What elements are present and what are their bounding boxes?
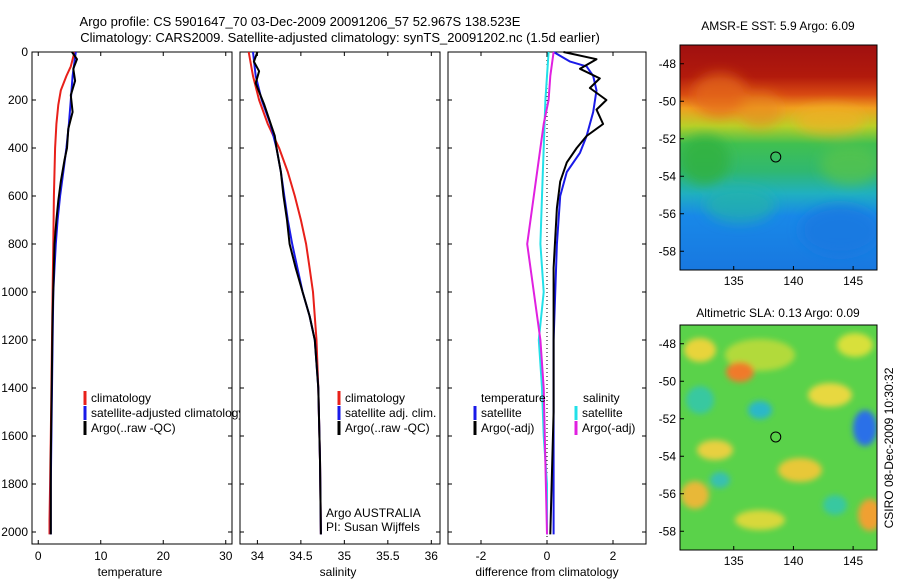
temperature-ticks: 0 10 20 30 0 200 400 600 800 1000 1200 1400 1600 1800… [1, 45, 232, 563]
sal-xtick-label: 34 [251, 549, 265, 563]
salinity-xlabel: salinity [320, 565, 357, 579]
sst-ytick-label: -50 [659, 94, 677, 108]
depth-ytick-label: 1600 [1, 429, 28, 443]
difference-legend: temperature salinity satellite Argo(-adj… [473, 391, 635, 435]
depth-ytick-label: 600 [8, 189, 28, 203]
depth-ytick-label: 1000 [1, 285, 28, 299]
sla-ytick-label: -52 [659, 412, 677, 426]
difference-series [526, 51, 608, 535]
depth-ytick-label: 400 [8, 141, 28, 155]
sla-map-ticks: 135 140 145 -48 -50 -52 -54 -56 -58 [659, 337, 864, 568]
sla-argo-location-marker [770, 431, 782, 443]
sla-field-texture [681, 333, 877, 531]
sla-ytick-label: -50 [659, 374, 677, 388]
depth-ytick-label: 1800 [1, 477, 28, 491]
sal-xtick-label: 36 [425, 549, 439, 563]
diff-legend-label-temp-argo: Argo(-adj) [481, 421, 534, 435]
temperature-legend: climatology satellite-adjusted climatolo… [83, 391, 244, 435]
sst-ytick-label: -48 [659, 57, 677, 71]
sal-xtick-label: 34.5 [289, 549, 313, 563]
sal-legend-label-climatology: climatology [345, 391, 405, 405]
sst-argo-location-marker [770, 151, 782, 163]
diff-legend-label-temp-satellite: satellite [481, 406, 522, 420]
sal-xtick-label: 35.5 [376, 549, 400, 563]
sst-field-texture [680, 73, 877, 255]
sla-xtick-label: 140 [783, 554, 803, 568]
salinity-ticks: 34 34.5 35 35.5 36 [240, 51, 440, 563]
temperature-panel: 0 10 20 30 0 200 400 600 800 1000 1200 1400 1600 1800… [1, 45, 244, 579]
sal-legend-label-satellite: satellite adj. clim. [345, 406, 436, 420]
depth-ytick-label: 0 [21, 45, 28, 59]
sal-series-argo-raw-qc [252, 51, 322, 535]
sst-ytick-label: -56 [659, 207, 677, 221]
difference-ticks: -2 0 2 [448, 51, 646, 563]
sla-ytick-label: -48 [659, 337, 677, 351]
sla-ytick-label: -58 [659, 524, 677, 538]
diff-series-temperature-satellite [552, 51, 598, 535]
diff-legend-label-sal-satellite: satellite [582, 406, 623, 420]
sst-map-title: AMSR-E SST: 5.9 Argo: 6.09 [701, 19, 855, 33]
sst-ytick-label: -58 [659, 244, 677, 258]
sst-ytick-label: -54 [659, 169, 677, 183]
sst-ytick-label: -52 [659, 132, 677, 146]
depth-ytick-label: 2000 [1, 525, 28, 539]
sla-xtick-label: 145 [843, 554, 863, 568]
diff-xtick-label: -2 [476, 549, 487, 563]
diff-series-temperature-argo-adj [549, 51, 608, 535]
sla-ytick-label: -54 [659, 449, 677, 463]
salinity-panel: 34 34.5 35 35.5 36 climatology satellite adj… [239, 51, 441, 579]
salinity-legend: climatology satellite adj. clim. Argo(..… [337, 391, 436, 435]
salinity-annotation-institution: Argo AUSTRALIA [326, 506, 421, 520]
sst-map-ticks: 135 140 145 -48 -50 -52 -54 -56 -58 [659, 57, 864, 288]
temp-xtick-label: 20 [157, 549, 171, 563]
sla-ytick-label: -56 [659, 487, 677, 501]
figure-title-line1: Argo profile: CS 5901647_70 03-Dec-2009 … [80, 14, 521, 29]
depth-ytick-label: 800 [8, 237, 28, 251]
sal-legend-label-argo: Argo(..raw -QC) [345, 421, 430, 435]
sst-xtick-label: 145 [843, 274, 863, 288]
temp-xtick-label: 10 [94, 549, 108, 563]
depth-ytick-label: 1200 [1, 333, 28, 347]
sla-xtick-label: 135 [724, 554, 744, 568]
temperature-xlabel: temperature [98, 565, 163, 579]
sst-map-panel: AMSR-E SST: 5.9 Argo: 6.09 135 140 145 -48 -… [659, 19, 878, 288]
sla-map-frame [679, 324, 878, 551]
depth-ytick-label: 1400 [1, 381, 28, 395]
diff-series-salinity-argo-adj [526, 51, 555, 535]
sal-xtick-label: 35 [338, 549, 352, 563]
temp-legend-label-satellite: satellite-adjusted climatology [91, 406, 244, 420]
diff-legend-group-salinity: salinity [583, 391, 620, 405]
temp-legend-label-climatology: climatology [91, 391, 151, 405]
salinity-annotation-pi: PI: Susan Wijffels [326, 520, 420, 534]
sst-map-frame [679, 44, 878, 271]
diff-legend-group-temperature: temperature [481, 391, 546, 405]
difference-panel: -2 0 2 temperature salinity satellite Argo… [447, 51, 647, 579]
sst-xtick-label: 140 [783, 274, 803, 288]
temp-series-argo-raw-qc [49, 51, 78, 535]
figure-title-line2: Climatology: CARS2009. Satellite-adjuste… [80, 30, 600, 45]
temp-legend-label-argo: Argo(..raw -QC) [91, 421, 176, 435]
temperature-series [48, 51, 78, 535]
sst-xtick-label: 135 [724, 274, 744, 288]
sla-map-title: Altimetric SLA: 0.13 Argo: 0.09 [696, 306, 860, 320]
sla-map-panel: Altimetric SLA: 0.13 Argo: 0.09 [659, 306, 878, 568]
diff-legend-label-sal-argo: Argo(-adj) [582, 421, 635, 435]
salinity-series [247, 51, 322, 535]
credit-timestamp: CSIRO 08-Dec-2009 10:30:32 [882, 367, 896, 528]
difference-xlabel: difference from climatology [475, 565, 618, 579]
depth-ytick-label: 200 [8, 93, 28, 107]
temp-xtick-label: 0 [35, 549, 42, 563]
diff-xtick-label: 2 [610, 549, 617, 563]
temperature-plot-frame [31, 51, 233, 545]
diff-xtick-label: 0 [544, 549, 551, 563]
temp-xtick-label: 30 [219, 549, 233, 563]
